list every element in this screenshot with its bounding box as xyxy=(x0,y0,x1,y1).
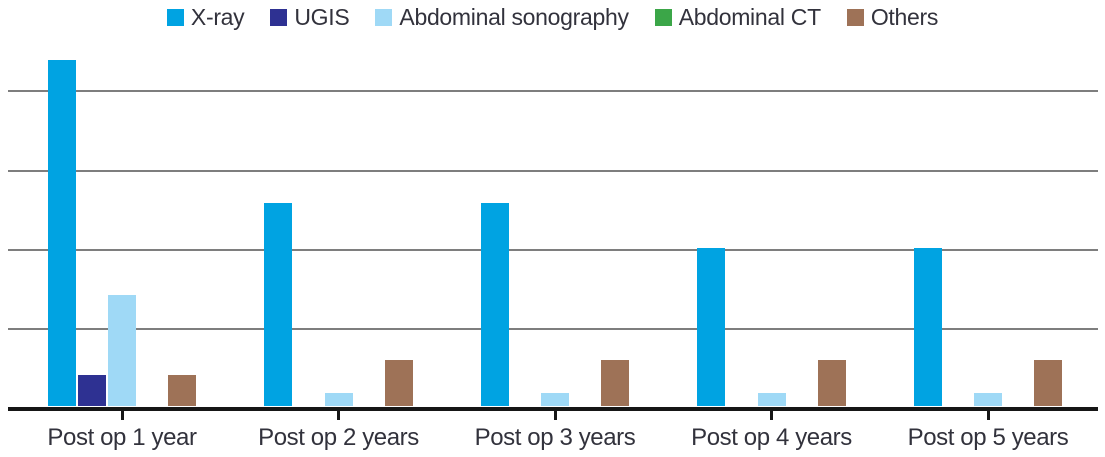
bar-ugis-1 xyxy=(77,374,106,407)
gridline-80 xyxy=(8,90,1098,93)
legend-swatch-ugis-icon xyxy=(270,8,288,26)
bar-others-3 xyxy=(601,360,630,407)
bar-abdominal-sonography-2 xyxy=(324,392,353,407)
legend-item-others: Others xyxy=(846,4,939,30)
bar-x-ray-3 xyxy=(480,203,509,407)
x-axis-label-2: Post op 2 years xyxy=(258,424,419,451)
bar-others-5 xyxy=(1034,360,1063,407)
legend-label: UGIS xyxy=(294,4,350,30)
x-tick-4 xyxy=(770,410,773,420)
bar-others-4 xyxy=(817,360,846,407)
legend-item-abdominal-ct: Abdominal CT xyxy=(654,4,821,30)
x-tick-5 xyxy=(986,410,990,420)
bar-abdominal-sonography-4 xyxy=(757,392,786,407)
legend-swatch-abdominal-sonography-icon xyxy=(375,8,393,26)
x-axis-label-1: Post op 1 year xyxy=(47,424,197,451)
bar-x-ray-5 xyxy=(913,247,942,407)
bar-abdominal-sonography-5 xyxy=(974,392,1002,407)
legend-swatch-abdominal-ct-icon xyxy=(654,8,672,26)
bar-x-ray-1 xyxy=(47,59,76,407)
legend-label: Others xyxy=(870,4,939,30)
gridline-40 xyxy=(8,248,1098,251)
legend-swatch-x-ray-icon xyxy=(166,8,184,26)
x-tick-3 xyxy=(553,410,557,420)
bar-abdominal-sonography-1 xyxy=(108,295,136,407)
bar-others-1 xyxy=(168,374,197,407)
bar-x-ray-2 xyxy=(264,203,293,407)
x-axis-label-3: Post op 3 years xyxy=(474,424,636,451)
gridline-20 xyxy=(8,328,1098,331)
legend-label: Abdominal sonography xyxy=(399,4,629,30)
legend-item-x-ray: X-ray xyxy=(166,4,245,30)
legend-swatch-others-icon xyxy=(846,8,864,26)
x-axis-label-5: Post op 5 years xyxy=(907,424,1069,451)
bar-abdominal-sonography-3 xyxy=(541,392,569,407)
legend-label: Abdominal CT xyxy=(678,4,821,30)
gridline-60 xyxy=(8,169,1098,172)
bar-x-ray-4 xyxy=(697,247,726,407)
bar-others-2 xyxy=(384,360,413,407)
legend-item-abdominal-sonography: Abdominal sonography xyxy=(375,4,629,30)
x-axis-line xyxy=(8,406,1098,411)
x-tick-1 xyxy=(120,410,124,420)
legend: X-ray UGIS Abdominal sonography Abdominal C… xyxy=(0,4,1105,30)
x-tick-2 xyxy=(337,410,340,420)
x-axis-label-4: Post op 4 years xyxy=(691,424,852,451)
legend-label: X-ray xyxy=(190,4,245,30)
legend-item-ugis: UGIS xyxy=(270,4,350,30)
